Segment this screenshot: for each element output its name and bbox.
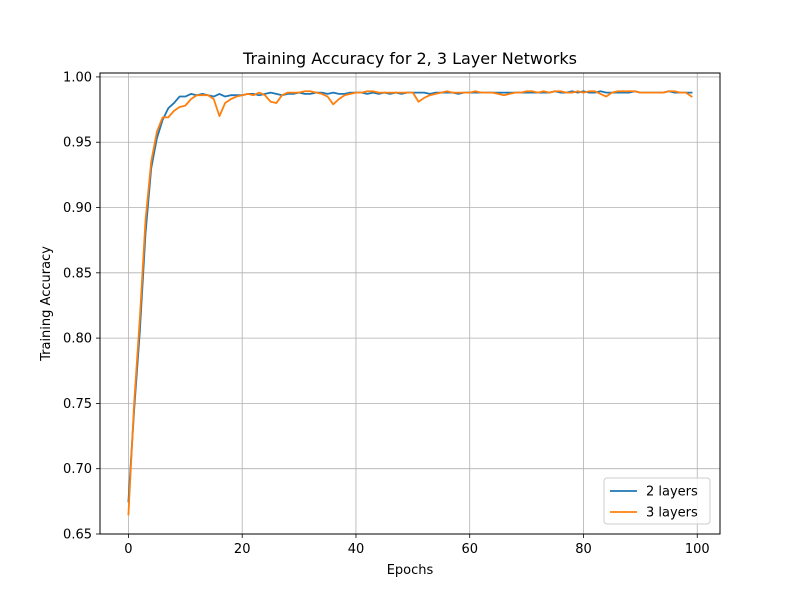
x-tick-label: 20 bbox=[234, 542, 251, 557]
y-tick-label: 0.90 bbox=[63, 201, 92, 216]
series-line-2 bbox=[127, 90, 693, 516]
legend-label-2: 3 layers bbox=[646, 506, 698, 521]
chart-title: Training Accuracy for 2, 3 Layer Network… bbox=[242, 49, 577, 68]
legend: 2 layers 3 layers bbox=[603, 477, 711, 525]
y-tick-label: 0.75 bbox=[63, 397, 92, 412]
y-tick-label: 0.95 bbox=[63, 136, 92, 151]
axis-ticks: 0 20 40 60 80 100 0.65 0.70 0.75 0.80 0.85 0.90 0.95… bbox=[63, 70, 710, 557]
x-tick-label: 0 bbox=[124, 542, 132, 557]
x-tick-label: 100 bbox=[685, 542, 710, 557]
y-tick-label: 0.80 bbox=[63, 332, 92, 347]
x-tick-label: 80 bbox=[575, 542, 592, 557]
y-tick-label: 0.85 bbox=[63, 266, 92, 281]
y-tick-label: 0.70 bbox=[63, 462, 92, 477]
plot-frame bbox=[99, 72, 721, 535]
x-axis-label: Epochs bbox=[387, 563, 434, 578]
y-tick-label: 1.00 bbox=[63, 70, 92, 85]
x-tick-label: 40 bbox=[348, 542, 365, 557]
grid bbox=[100, 73, 720, 535]
y-axis-label: Training Accuracy bbox=[39, 246, 54, 362]
y-tick-label: 0.65 bbox=[63, 528, 92, 543]
x-tick-label: 60 bbox=[461, 542, 478, 557]
legend-label-1: 2 layers bbox=[646, 485, 698, 500]
series-lines bbox=[127, 90, 693, 516]
